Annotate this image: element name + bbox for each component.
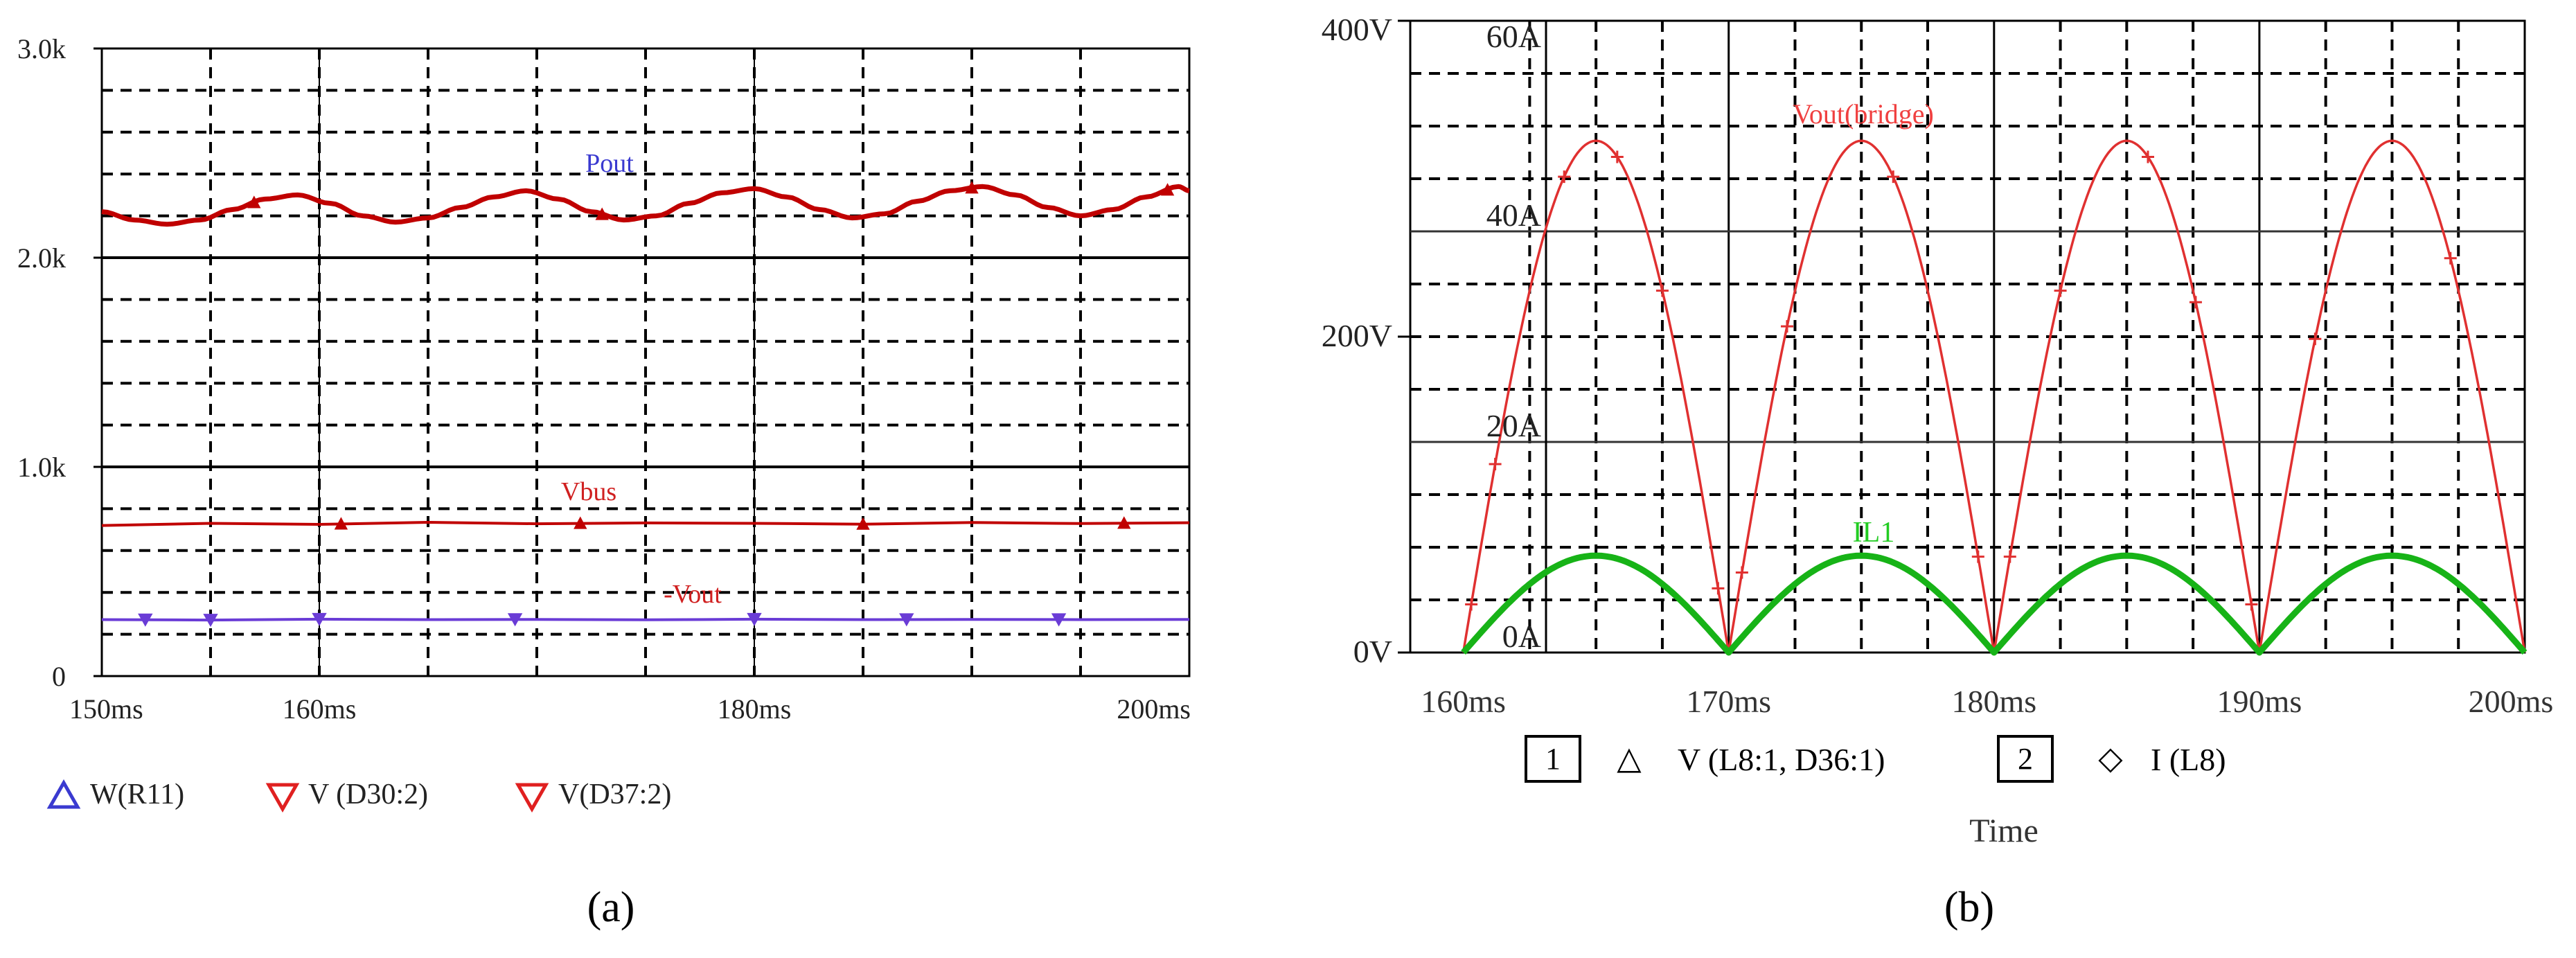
legend-marker-wr11 [46,779,81,809]
grid-a [102,48,1189,676]
series-marker-vout [2189,296,2202,309]
legend-box-2 [1997,735,2054,783]
y-left-tick-label-b: 200V [1322,318,1392,353]
series-b [1461,139,2528,656]
series-marker-a [595,207,609,220]
series-marker-vout [2309,332,2322,346]
series-marker-a [1160,183,1175,196]
y-left-tick-label-b: 0V [1353,634,1392,669]
series-line-v-d37-2 [101,617,1190,622]
y-right-tick-label-b: 60A [1486,19,1541,54]
legend-box-1 [1525,735,1581,783]
x-tick-label-b: 200ms [2469,684,2554,719]
series-marker-a [856,517,870,530]
legend-box-2-label: 2 [2018,742,2033,776]
x-tick-label-a: 150ms [69,693,143,725]
x-tick-label-b: 160ms [1421,684,1506,719]
series-marker-vout [1971,550,1984,563]
series-marker-vout [2003,550,2016,563]
grid-b [1410,21,2525,653]
x-tick-label-b: 190ms [2217,684,2302,719]
series-marker-vout [2142,150,2154,163]
tick-labels-a: 150ms 160ms 180ms 200ms 0 1.0k 2.0k 3.0k [17,33,1191,725]
series-marker-a [138,613,153,627]
legend-label-v-l8: V (L8:1, D36:1) [1678,742,1885,777]
legend-label-i-l8: I (L8) [2151,742,2226,777]
series-marker-a [507,613,523,627]
annotation-vout-bridge: Vout(bridge) [1793,98,1934,130]
series-a [101,181,1190,628]
series-marker-a [203,614,218,628]
legend-label-vd30: V (D30:2) [308,779,428,810]
series-marker-a [747,612,762,626]
y-tick-label-a: 0 [52,661,66,692]
series-line-v-d30-2 [101,521,1190,527]
series-line-il1 [1461,552,2528,656]
series-marker-vout [1558,170,1571,184]
legend-marker-triangle: △ [1617,740,1642,776]
series-marker-vout [2245,598,2258,611]
y-tick-label-a: 3.0k [17,33,66,64]
annotation-il1: IL1 [1853,517,1895,549]
y-left-tick-label-b: 400V [1322,12,1392,47]
series-marker-a [1051,613,1067,627]
series-marker-vout [1465,598,1478,611]
y-right-tick-label-b: 0A [1502,619,1541,654]
tick-labels-b: 160ms 170ms 180ms 190ms 200ms 0V 200V 400V 0A 20A… [1322,12,2554,719]
x-tick-label-a: 160ms [283,693,357,725]
legend-marker-vd30 [265,783,300,813]
panel-label-a: (a) [587,884,635,931]
series-marker-vout [1887,170,1900,184]
series-marker-a [247,195,261,209]
legend-marker-diamond: ◇ [2098,740,2123,776]
legend-label-wr11: W(R11) [90,779,184,810]
legend-label-vd37: V(D37:2) [558,779,671,810]
series-marker-a [965,181,979,194]
series-marker-vout [1712,582,1725,595]
y-tick-label-a: 2.0k [17,242,66,274]
panel-label-b: (b) [1944,884,1994,931]
annotation-vout: -Vout [664,580,722,609]
legend-marker-vd37 [515,783,549,813]
x-tick-label-a: 180ms [718,693,792,725]
series-marker-vout [2444,251,2457,265]
x-tick-label-b: 180ms [1951,684,2036,719]
x-tick-label-b: 170ms [1686,684,1771,719]
legend-b: 1 △ V (L8:1, D36:1) 2 ◇ I (L8) [1525,735,2226,783]
legend-a: W(R11) V (D30:2) V(D37:2) [46,779,671,813]
series-marker-a [574,516,587,529]
series-marker-vout [2054,284,2067,297]
series-marker-vout [1655,284,1669,297]
y-tick-label-a: 1.0k [17,452,66,483]
chart-panel-b: 160ms 170ms 180ms 190ms 200ms 0V 200V 400V 0A 20A… [1322,12,2554,931]
x-axis-title-b: Time [1969,813,2038,849]
series-marker-a [312,612,327,626]
series-marker-a [334,517,348,530]
series-marker-a [899,613,914,627]
x-tick-label-a: 200ms [1117,693,1191,725]
y-right-tick-label-b: 20A [1486,408,1541,443]
annotation-pout: Pout [585,149,634,178]
series-marker-vout [1781,320,1793,333]
chart-panel-a: 150ms 160ms 180ms 200ms 0 1.0k 2.0k 3.0k Pout V… [17,33,1191,931]
y-right-tick-label-b: 40A [1486,197,1541,233]
legend-box-1-label: 1 [1545,742,1561,776]
annotation-vbus: Vbus [561,477,616,506]
series-marker-vout [1735,566,1748,579]
series-marker-vout [1610,150,1624,163]
series-line-w-r11 [101,184,1190,227]
series-marker-a [1117,516,1131,529]
series-marker-vout [1489,458,1502,471]
